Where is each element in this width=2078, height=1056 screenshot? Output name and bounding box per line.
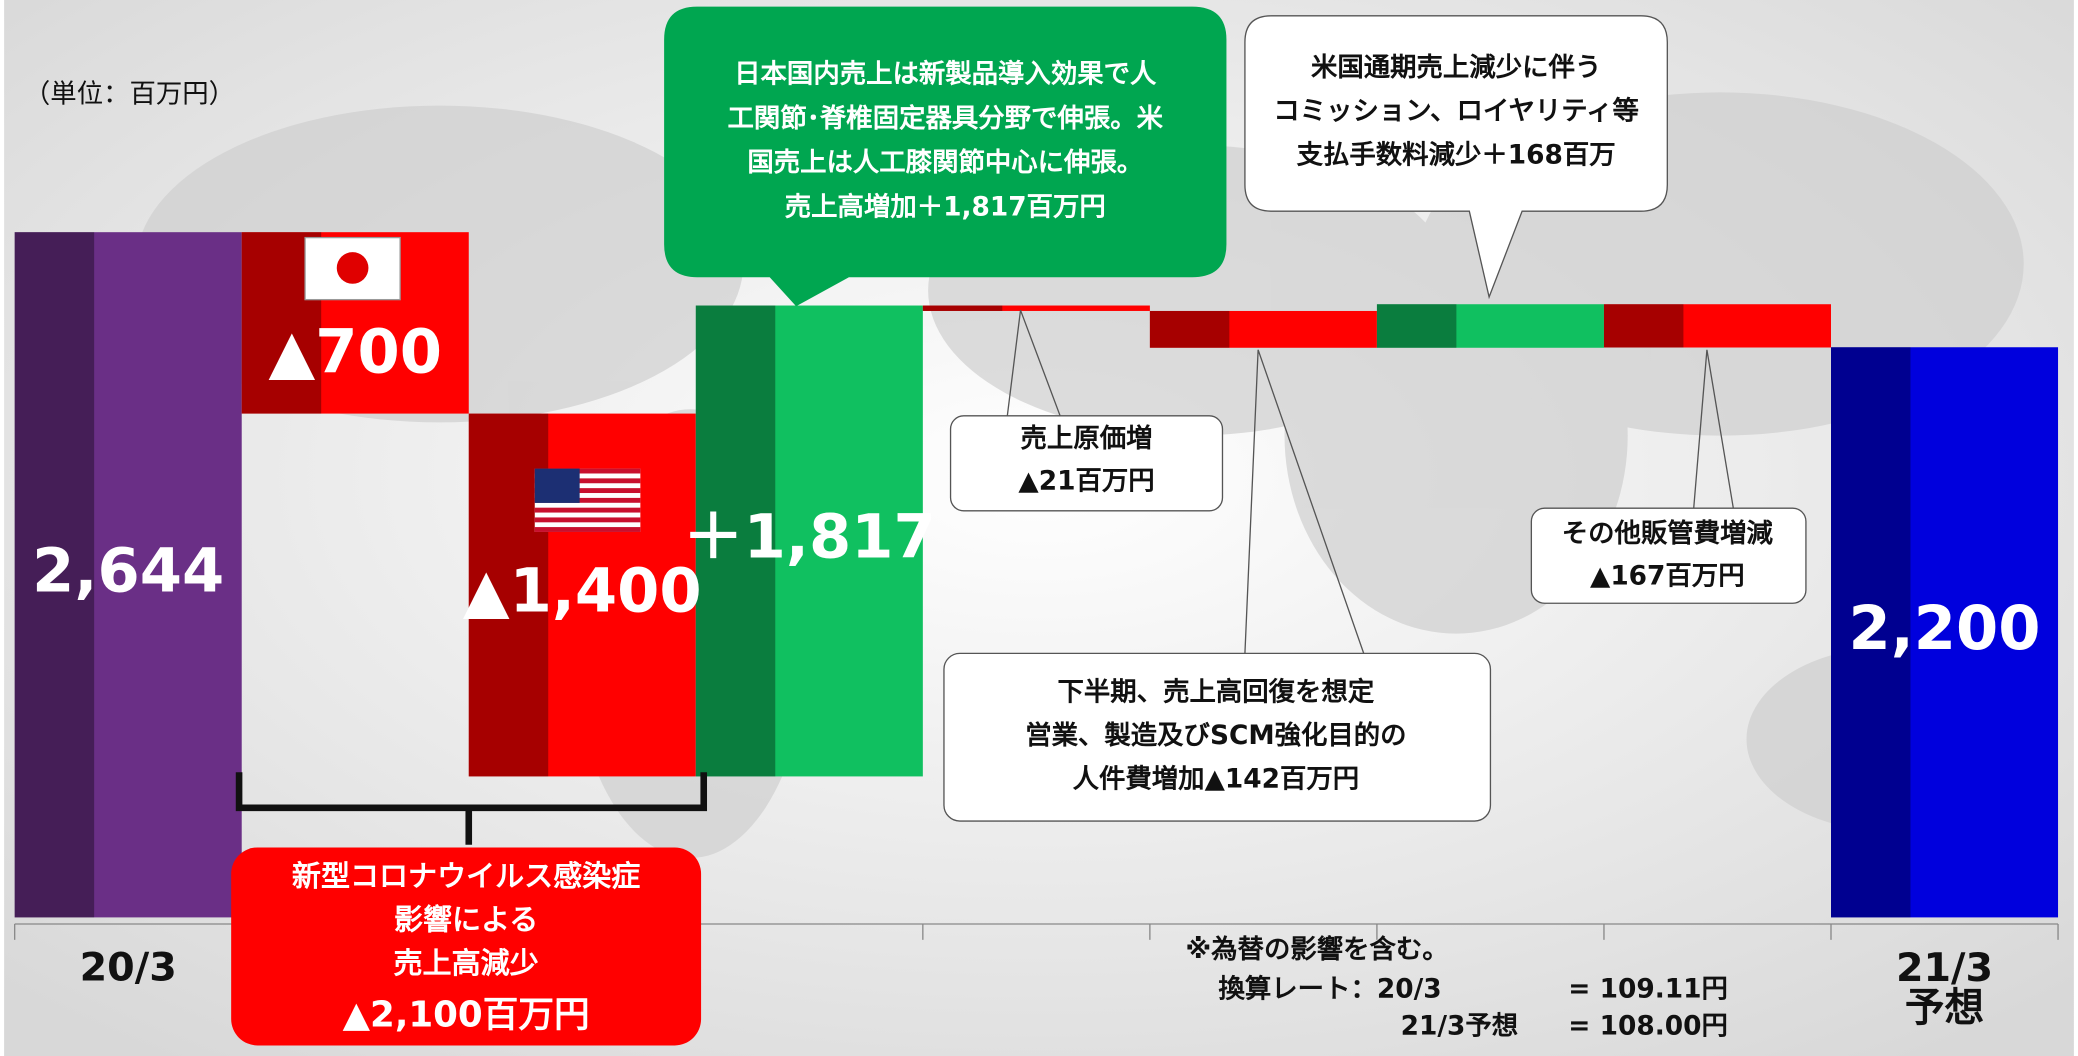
value-label: 2,644 <box>32 536 224 606</box>
us-flag <box>534 468 641 532</box>
annotation: 日本国内売上は新製品導入効果で人 <box>734 59 1157 90</box>
annotation: 売上高増加＋1,817百万円 <box>785 191 1106 222</box>
connector <box>1693 349 1734 509</box>
annotation: 人件費増加▲142百万円 <box>1073 764 1360 795</box>
bar <box>1831 347 2059 918</box>
annotation: 売上原価増 <box>1021 423 1153 454</box>
annotation: ▲167百万円 <box>1590 560 1745 591</box>
bracket <box>235 772 708 845</box>
connector <box>1006 309 1061 417</box>
callout-box <box>943 652 1492 822</box>
bar-shade <box>14 232 95 918</box>
value-label: ▲700 <box>269 317 442 387</box>
annotation: 国売上は人工膝関節中心に伸張。 <box>747 147 1143 178</box>
footnote: = 109.11円 <box>1568 974 1728 1005</box>
x-tick-label: 21/3 予想 <box>1896 945 1993 1031</box>
bar-shade <box>1149 310 1230 348</box>
footnote: = 108.00円 <box>1568 1010 1728 1041</box>
bar <box>1376 304 1604 348</box>
callout-box <box>664 6 1227 307</box>
bar <box>1603 304 1831 348</box>
annotation: 工関節･脊椎固定器具分野で伸張。米 <box>728 103 1164 134</box>
bar <box>14 232 242 918</box>
x-tick-label: 20/3 <box>80 945 177 991</box>
connector <box>1244 349 1365 654</box>
annotation: 下半期、売上高回復を想定 <box>1058 677 1375 708</box>
bar-shade <box>695 305 776 777</box>
japan-flag <box>304 236 401 301</box>
annotation: 新型コロナウイルス感染症 <box>292 859 640 893</box>
bar-shade <box>922 305 1003 311</box>
footnote: 21/3予想 <box>1401 1010 1519 1041</box>
bar <box>1149 310 1377 348</box>
value-label: ▲1,400 <box>463 557 702 627</box>
callout-box <box>231 847 702 1046</box>
bar <box>922 305 1150 311</box>
bar-shade <box>1831 347 1911 918</box>
bar-shade <box>1603 304 1684 348</box>
bar-shade <box>1376 304 1457 348</box>
annotation: 営業、製造及びSCM強化目的の <box>1025 720 1406 751</box>
annotation: コミッション、ロイヤリティ等 <box>1273 96 1639 127</box>
callout-box <box>1244 15 1668 300</box>
value-label: 2,200 <box>1848 594 2040 664</box>
annotation: 米国通期売上減少に伴う <box>1311 52 1601 83</box>
annotation: 影響による <box>394 902 538 936</box>
unit-note: （単位：百万円） <box>24 79 235 110</box>
annotation: その他販管費増減 <box>1562 518 1774 549</box>
footnote: ※為替の影響を含む。 <box>1186 934 1449 965</box>
bar <box>695 305 923 777</box>
annotation: ▲2,100百万円 <box>343 994 590 1035</box>
value-label: ＋1,817 <box>683 503 936 573</box>
callout-box <box>1530 507 1807 604</box>
annotation: 売上高減少 <box>394 946 539 980</box>
annotation: ▲21百万円 <box>1018 465 1154 496</box>
annotation: 支払手数料減少＋168百万 <box>1297 139 1616 170</box>
callout-box <box>949 415 1224 512</box>
footnote: 換算レート：20/3 <box>1219 974 1442 1005</box>
